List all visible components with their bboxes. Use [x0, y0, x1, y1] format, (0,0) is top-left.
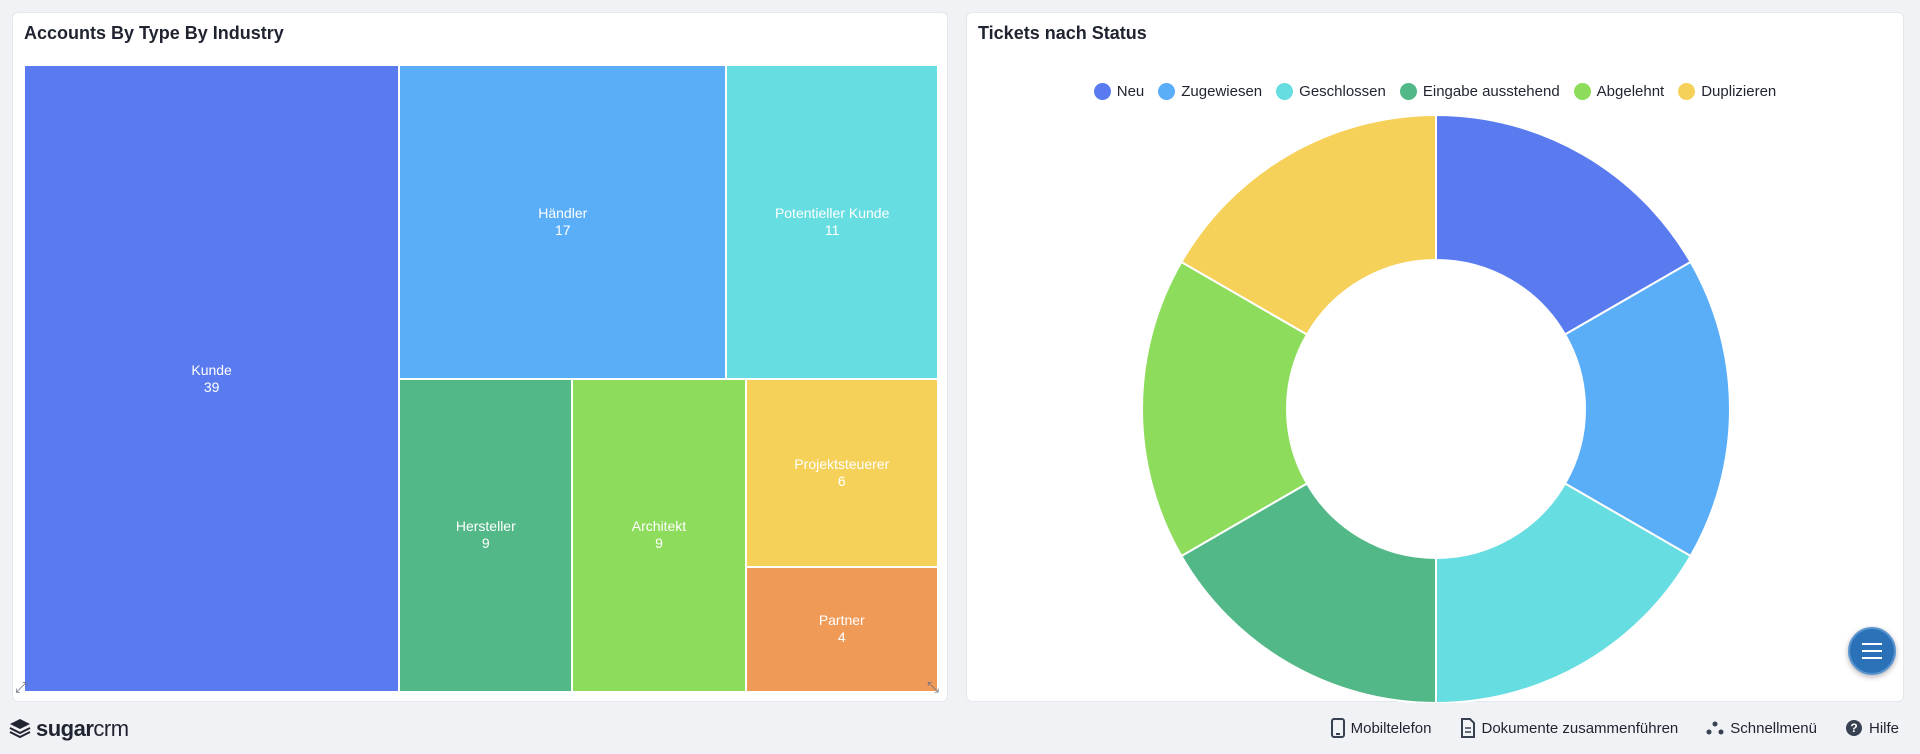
resize-handle-icon[interactable]: ⤢ [15, 679, 28, 696]
treemap-cell-hersteller[interactable]: Hersteller 9 [399, 378, 573, 692]
legend-label: Neu [1116, 83, 1145, 100]
donut-slice-eingabe-ausstehend[interactable] [1180, 482, 1437, 704]
legend-item-zugewiesen[interactable]: Zugewiesen [1158, 83, 1262, 100]
treemap-cell-label: Potentieller Kunde [774, 204, 890, 221]
logo-text: sugarcrm [36, 716, 129, 741]
treemap-cell-händler[interactable]: Händler 17 [399, 65, 727, 379]
svg-text:?: ? [1850, 721, 1857, 735]
legend-item-geschlossen[interactable]: Geschlossen [1276, 83, 1386, 100]
treemap-cell-value: 39 [203, 378, 220, 395]
legend-label: Zugewiesen [1181, 83, 1263, 100]
legend-label: Geschlossen [1299, 83, 1386, 100]
footer-link-label: Schnellmenü [1730, 719, 1817, 737]
treemap-cell-label: Partner [818, 612, 865, 629]
legend-label: Duplizieren [1701, 83, 1777, 100]
treemap-cell-label: Händler [538, 204, 588, 221]
legend-swatch [1399, 83, 1417, 100]
legend-item-abgelehnt[interactable]: Abgelehnt [1573, 83, 1665, 100]
sugarcrm-logo-icon [9, 719, 31, 739]
footer-bar: sugarcrm Mobiltelefon Dokumente zusammen… [0, 706, 1920, 754]
accounts-treemap: Kunde 39 Händler 17 Potentieller Kunde 11 Hers… [24, 65, 938, 692]
treemap-cell-label: Projektsteuerer [794, 455, 890, 472]
tickets-dashlet-title: Tickets nach Status [978, 23, 1147, 43]
legend-swatch [1573, 83, 1591, 100]
legend-swatch [1276, 83, 1294, 100]
treemap-cell-value: 9 [481, 535, 490, 552]
treemap-cell-value: 9 [655, 535, 663, 552]
legend-swatch [1678, 83, 1696, 100]
tickets-donut-chart [1141, 113, 1731, 704]
menu-fab-button[interactable] [1848, 627, 1896, 675]
accounts-dashlet: Accounts By Type By Industry Kunde 39 Händ… [12, 12, 948, 702]
legend-swatch [1093, 83, 1111, 100]
treemap-cell-value: 4 [837, 629, 846, 646]
treemap-cell-value: 11 [824, 221, 840, 238]
treemap-cell-label: Kunde [191, 361, 232, 378]
treemap-cell-potentieller-kunde[interactable]: Potentieller Kunde 11 [726, 65, 938, 379]
legend-label: Abgelehnt [1596, 83, 1665, 100]
footer-link-merge-documents[interactable]: Dokumente zusammenführen [1460, 718, 1679, 738]
treemap-cell-value: 17 [554, 221, 571, 238]
footer-link-label: Mobiltelefon [1350, 719, 1432, 737]
mobile-phone-icon [1330, 718, 1345, 738]
legend-item-eingabe-ausstehend[interactable]: Eingabe ausstehend [1399, 83, 1560, 100]
expand-icon[interactable]: ⤡ [927, 679, 940, 696]
treemap-cell-label: Hersteller [455, 518, 516, 535]
treemap-cell-value: 6 [837, 472, 846, 489]
help-icon: ? [1845, 720, 1862, 736]
legend-swatch [1158, 83, 1176, 100]
footer-link-label: Dokumente zusammenführen [1481, 719, 1679, 737]
footer-link-label: Hilfe [1868, 719, 1899, 737]
treemap-cell-partner[interactable]: Partner 4 [745, 566, 938, 692]
tickets-dashlet: Tickets nach Status Neu Zugewiesen Geschlo… [966, 12, 1904, 704]
treemap-cell-label: Architekt [631, 518, 687, 535]
donut-slice-geschlossen[interactable] [1435, 482, 1692, 704]
footer-link-help[interactable]: ? Hilfe [1845, 718, 1899, 738]
legend-item-neu[interactable]: Neu [1093, 83, 1145, 100]
accounts-dashlet-title: Accounts By Type By Industry [24, 23, 284, 43]
quick-menu-icon [1706, 721, 1724, 735]
chart-legend: Neu Zugewiesen Geschlossen Eingabe ausstehe… [967, 83, 1903, 100]
treemap-cell-projektsteuerer[interactable]: Projektsteuerer 6 [745, 378, 938, 567]
footer-link-mobile[interactable]: Mobiltelefon [1330, 718, 1432, 738]
treemap-cell-architekt[interactable]: Architekt 9 [572, 378, 746, 692]
footer-link-quick-menu[interactable]: Schnellmenü [1706, 718, 1817, 738]
donut-slice-abgelehnt[interactable] [1141, 260, 1309, 558]
document-icon [1460, 718, 1475, 738]
donut-slice-neu[interactable] [1435, 113, 1692, 336]
legend-label: Eingabe ausstehend [1422, 83, 1560, 100]
sugarcrm-logo[interactable]: sugarcrm [8, 716, 129, 742]
donut-slice-duplizieren[interactable] [1180, 113, 1437, 336]
donut-slice-zugewiesen[interactable] [1563, 260, 1731, 558]
treemap-cell-kunde[interactable]: Kunde 39 [24, 65, 400, 692]
menu-icon [1862, 643, 1882, 659]
legend-item-duplizieren[interactable]: Duplizieren [1678, 83, 1776, 100]
